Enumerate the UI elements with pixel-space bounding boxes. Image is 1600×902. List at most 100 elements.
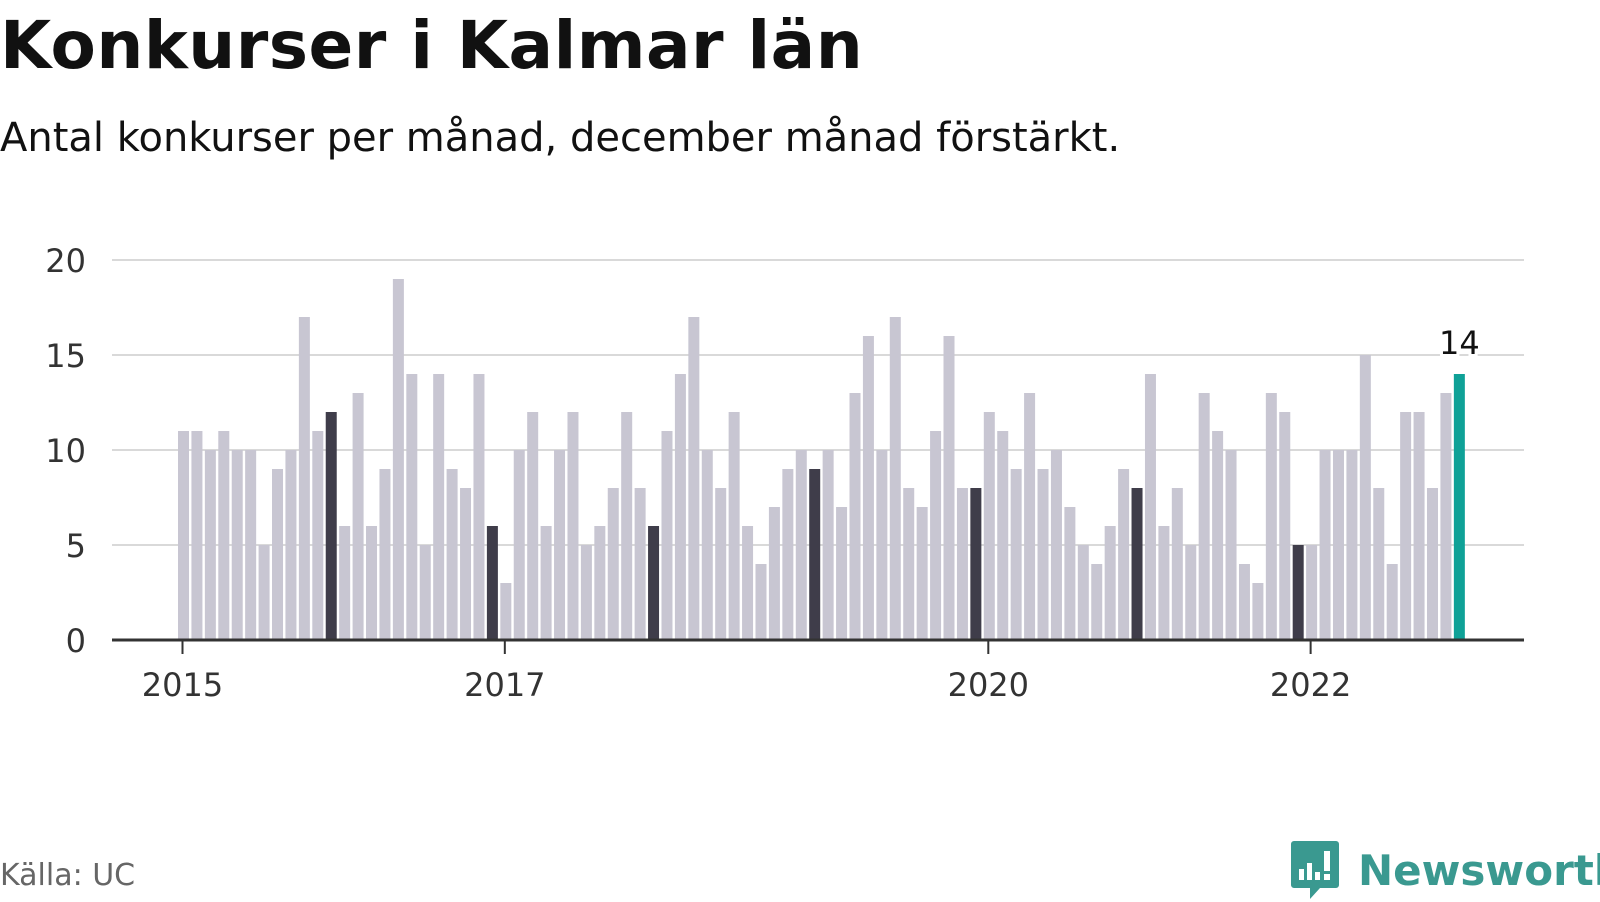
bar-december (325, 412, 337, 640)
newsworthy-bar-chart-icon (1291, 841, 1339, 899)
bar (1064, 507, 1076, 640)
bar-december (648, 526, 660, 640)
y-axis-ticks: 0 5 10 15 20 (45, 242, 86, 660)
bar (231, 450, 243, 640)
bar (446, 469, 458, 640)
chart-subtitle: Antal konkurser per månad, december måna… (0, 115, 1121, 161)
bar (513, 450, 525, 640)
bar (379, 469, 391, 640)
bar (849, 393, 861, 640)
bar (245, 450, 257, 640)
bar (527, 412, 539, 640)
y-tick-label: 10 (45, 432, 86, 470)
bar (983, 412, 995, 640)
bar (339, 526, 351, 640)
bar (1198, 393, 1210, 640)
bar (580, 545, 592, 640)
y-tick-label: 15 (45, 337, 86, 375)
bar (1037, 469, 1049, 640)
y-tick-label: 5 (66, 527, 86, 565)
bar (1413, 412, 1425, 640)
bar (406, 374, 418, 640)
bar (956, 488, 968, 640)
bar-december (809, 469, 821, 640)
bar (1091, 564, 1103, 640)
bar (178, 431, 189, 640)
bar (715, 488, 727, 640)
bar (607, 488, 619, 640)
bar (460, 488, 472, 640)
bar (419, 545, 431, 640)
bar (903, 488, 915, 640)
bar-december (486, 526, 498, 640)
bars (178, 279, 1465, 640)
bar (272, 469, 284, 640)
bar (701, 450, 713, 640)
bar (594, 526, 606, 640)
bar (822, 450, 834, 640)
x-axis-ticks: 2015 2017 2020 2022 (142, 640, 1351, 704)
bar-december (970, 488, 982, 640)
bar (795, 450, 807, 640)
bar (1400, 412, 1412, 640)
bar (191, 431, 203, 640)
bar (1332, 450, 1344, 640)
bar (1225, 450, 1237, 640)
bar-chart: 0 5 10 15 20 2015 2017 2020 2022 14 (45, 242, 1524, 704)
bar (889, 317, 901, 640)
bar (997, 431, 1009, 640)
chart-title: Konkurser i Kalmar län (0, 7, 864, 84)
bar (755, 564, 767, 640)
bar (500, 583, 512, 640)
bar (1386, 564, 1398, 640)
y-tick-label: 20 (45, 242, 86, 280)
bar (1238, 564, 1250, 640)
x-tick-label: 2015 (142, 666, 223, 704)
bar (392, 279, 404, 640)
bar (1252, 583, 1264, 640)
bar (1279, 412, 1291, 640)
latest-value-label: 14 (1439, 324, 1480, 362)
brand-name: Newsworthy (1358, 845, 1600, 895)
bar (554, 450, 566, 640)
bar (298, 317, 310, 640)
bar-latest (1453, 374, 1465, 640)
bar (1077, 545, 1089, 640)
bar (1319, 450, 1331, 640)
bar (674, 374, 686, 640)
bar (285, 450, 297, 640)
bar (1306, 545, 1318, 640)
brand-logo: Newsworthy (1290, 838, 1600, 902)
bar (567, 412, 579, 640)
bar (728, 412, 740, 640)
bar (204, 450, 216, 640)
bar (916, 507, 928, 640)
bar (782, 469, 794, 640)
bar (1426, 488, 1438, 640)
bar (836, 507, 848, 640)
bar (1144, 374, 1156, 640)
bar (862, 336, 874, 640)
bar (218, 431, 230, 640)
x-tick-label: 2017 (464, 666, 545, 704)
bar (352, 393, 364, 640)
bar (1024, 393, 1036, 640)
bar (1050, 450, 1062, 640)
bar (1440, 393, 1452, 640)
bar (1158, 526, 1170, 640)
bar (1359, 355, 1371, 640)
bar (621, 412, 633, 640)
bar (943, 336, 955, 640)
bar (473, 374, 485, 640)
bar (661, 431, 673, 640)
bar (688, 317, 700, 640)
bar (1104, 526, 1116, 640)
bar (742, 526, 754, 640)
bar (433, 374, 445, 640)
bar (1212, 431, 1224, 640)
bar (876, 450, 888, 640)
x-tick-label: 2020 (948, 666, 1029, 704)
bar (1373, 488, 1385, 640)
bar (1171, 488, 1183, 640)
bar (1118, 469, 1130, 640)
